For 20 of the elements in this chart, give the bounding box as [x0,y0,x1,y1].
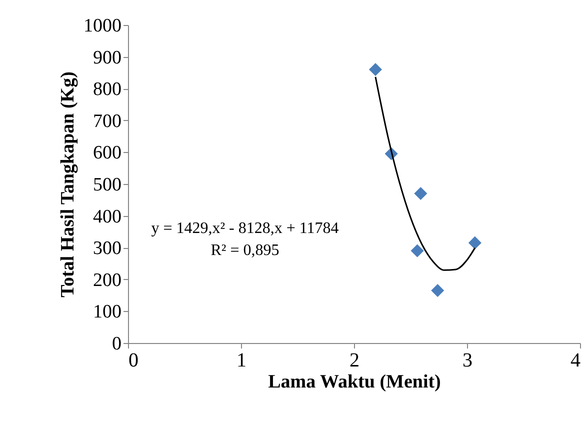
x-tick-label: 4 [570,350,580,372]
annotation: R² = 0,895 [210,242,280,259]
y-tick-label: 100 [93,302,122,323]
x-tick-label: 3 [462,350,472,372]
y-axis-title: Total Hasil Tangkapan (Kg) [58,72,78,298]
y-tick-label: 900 [93,47,122,68]
x-axis-title: Lama Waktu (Menit) [268,372,441,392]
y-tick-label: 800 [93,79,122,100]
y-tick-label: 1000 [84,16,122,36]
y-tick-label: 0 [112,334,122,354]
y-tick-label: 200 [93,270,122,291]
x-tick-label: 1 [236,350,246,372]
y-tick-label: 300 [93,238,122,260]
y-tick-label: 600 [93,142,122,164]
y-tick-label: 500 [93,174,122,196]
x-tick-label: 2 [350,350,360,372]
x-tick-label: 0 [128,350,138,372]
y-tick-label: 400 [93,206,122,228]
annotation: y = 1429,x² - 8128,x + 11784 [151,220,339,237]
y-tick-label: 700 [93,110,122,132]
